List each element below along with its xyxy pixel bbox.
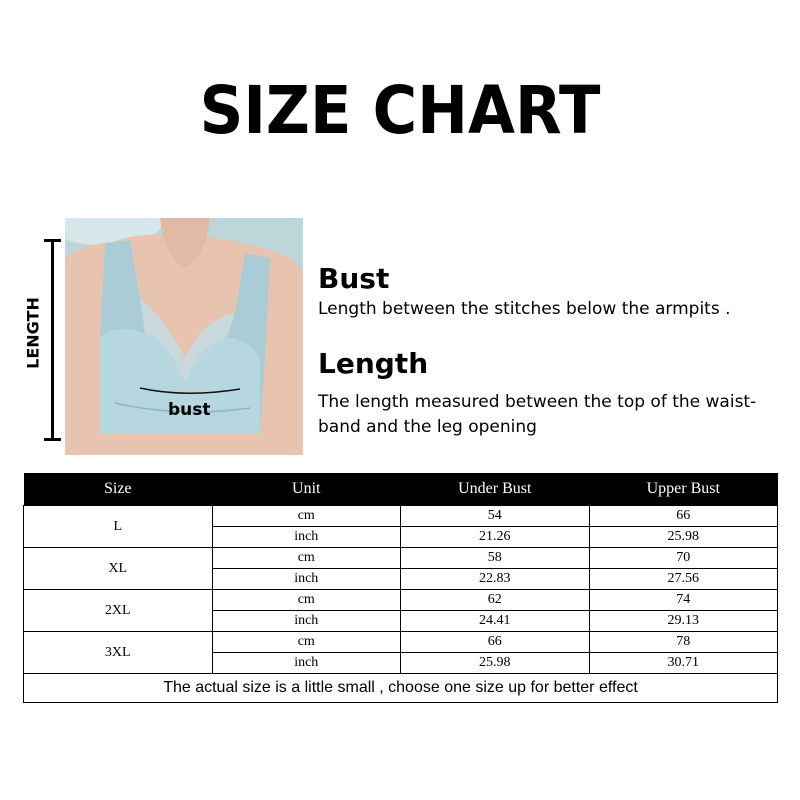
under-bust-cell: 62 [400, 589, 590, 611]
upper-bust-cell: 74 [588, 589, 778, 611]
unit-cell: cm [211, 631, 401, 653]
upper-bust-cell: 29.13 [588, 610, 778, 632]
under-bust-cell: 24.41 [400, 610, 590, 632]
length-measure-line [51, 240, 54, 440]
upper-bust-cell: 70 [588, 547, 778, 569]
length-heading: Length [318, 347, 429, 380]
upper-bust-cell: 25.98 [588, 526, 778, 548]
unit-cell: inch [211, 610, 401, 632]
under-bust-cell: 21.26 [400, 526, 590, 548]
table-row: 2XL cm 62 74 [23, 589, 778, 632]
under-bust-cell: 66 [400, 631, 590, 653]
table-header: Size Unit Under Bust Upper Bust [23, 473, 778, 506]
table-row: inch 22.83 27.56 [24, 568, 778, 590]
bust-description: Length between the stitches below the ar… [318, 299, 731, 319]
upper-bust-cell: 27.56 [588, 568, 778, 590]
unit-cell: inch [211, 652, 401, 674]
size-note: The actual size is a little small , choo… [23, 673, 778, 703]
under-bust-cell: 58 [400, 547, 590, 569]
table-note-row: The actual size is a little small , choo… [23, 673, 778, 703]
size-cell: 3XL [23, 631, 213, 674]
upper-bust-cell: 66 [588, 505, 778, 527]
length-label: LENGTH [23, 297, 43, 369]
unit-cell: cm [211, 505, 401, 527]
upper-bust-cell: 30.71 [588, 652, 778, 674]
size-cell: XL [23, 547, 213, 590]
unit-cell: cm [211, 547, 401, 569]
header-unit: Unit [212, 473, 401, 506]
table-row: inch 21.26 25.98 [24, 526, 778, 548]
under-bust-cell: 22.83 [400, 568, 590, 590]
upper-bust-cell: 78 [588, 631, 778, 653]
size-table: Size Unit Under Bust Upper Bust L cm 54 … [23, 473, 778, 703]
size-cell: L [23, 505, 213, 548]
bust-heading: Bust [318, 262, 390, 295]
length-description: The length measured between the top of t… [318, 392, 757, 437]
table-row: 3XL cm 66 78 [23, 631, 778, 674]
length-bottom-tick [44, 438, 61, 441]
table-row: L cm 54 66 [23, 505, 778, 548]
header-size: Size [23, 473, 212, 506]
header-upper-bust: Upper Bust [589, 473, 778, 506]
under-bust-cell: 25.98 [400, 652, 590, 674]
table-row: XL cm 58 70 [23, 547, 778, 590]
unit-cell: inch [211, 568, 401, 590]
page-title: SIZE CHART [199, 72, 601, 149]
unit-cell: cm [211, 589, 401, 611]
unit-cell: inch [211, 526, 401, 548]
size-cell: 2XL [23, 589, 213, 632]
length-top-tick [44, 239, 61, 242]
bust-label: bust [168, 400, 211, 420]
header-under-bust: Under Bust [400, 473, 589, 506]
under-bust-cell: 54 [400, 505, 590, 527]
product-photo [65, 218, 303, 455]
